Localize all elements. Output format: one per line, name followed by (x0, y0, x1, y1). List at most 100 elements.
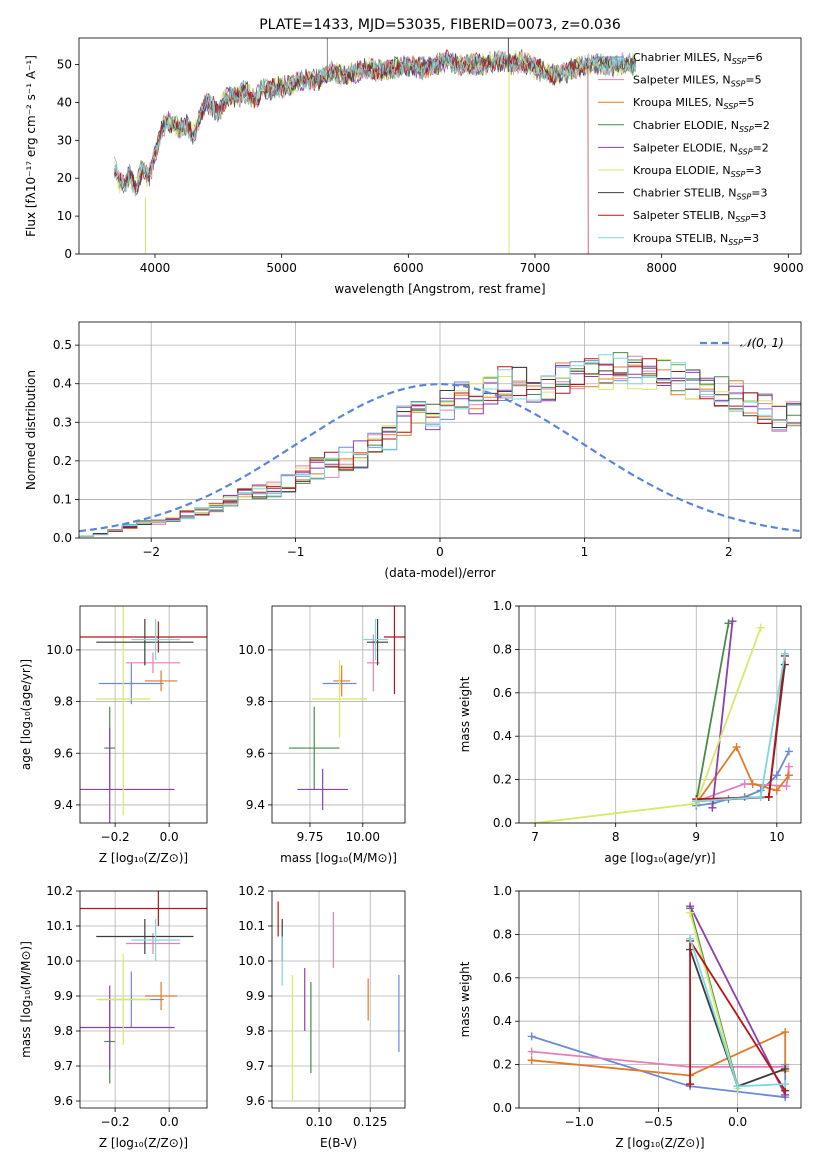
age-mass-frame (271, 605, 406, 824)
y-tick-label: 30 (57, 133, 72, 147)
y-tick-label: 0.6 (493, 971, 512, 985)
mass-Z-axes: −0.2 0.0 9.6 9.7 9.8 9.9 10.0 10.1 10.2 Z [log₁₀(… (19, 884, 207, 1150)
residual-histogram-salpeter-elodie (79, 365, 801, 537)
spectrum-frame (78, 37, 802, 255)
legend-ssp-count: =5 (738, 96, 754, 109)
mass-Z-errorbars (80, 891, 207, 1084)
legend-model-name: Kroupa STELIB, N (633, 232, 728, 245)
legend-ssp-subscript: SSP (728, 238, 743, 247)
y-tick-label: 9.9 (246, 989, 265, 1003)
weight-line-kroupa-elodie (534, 627, 762, 823)
weight-marker (527, 1047, 536, 1056)
y-tick-label: 50 (57, 58, 72, 72)
legend-model-name: Salpeter ELODIE, N (633, 141, 738, 154)
legend-ssp-subscript: SSP (737, 193, 752, 202)
y-tick-label: 10.2 (238, 884, 265, 898)
weight-marker (732, 743, 741, 752)
y-tick-label: 10.2 (46, 884, 73, 898)
x-axis-label: mass [log₁₀(M/M⊙)] (280, 851, 397, 865)
weight-line-chabrier-elodie (695, 623, 730, 802)
legend-model-name: Chabrier STELIB, N (633, 187, 737, 200)
y-axis-label: age [log₁₀(age/yr)] (19, 659, 33, 770)
weight-marker (772, 771, 781, 780)
legend-model-name: Chabrier MILES, N (633, 51, 732, 64)
mw-age-series (531, 617, 793, 823)
x-tick-label: 4000 (140, 261, 171, 275)
y-axis-label: mass weight (458, 676, 472, 752)
y-axis-label: mass weight (458, 961, 472, 1037)
age-mass-axes: 9.75 10.00 9.4 9.6 9.8 10.0 mass [log₁₀(M/M⊙)] (238, 606, 405, 865)
legend-label: Kroupa STELIB, NSSP=3 (633, 232, 759, 247)
weight-marker (728, 617, 737, 626)
y-axis-label: mass [log₁₀(M/M⊙)] (19, 941, 33, 1058)
mw-Z-frame (518, 890, 802, 1109)
legend-label: Chabrier ELODIE, NSSP=2 (633, 119, 770, 134)
panels-layer: 4000 5000 6000 7000 8000 900001020304050wavel… (19, 37, 804, 1150)
y-tick-label: 9.6 (246, 1094, 265, 1108)
weight-marker (708, 803, 717, 812)
spectrum-line-chabrier-stelib (114, 52, 637, 194)
weight-marker (781, 1028, 790, 1037)
legend-label: Salpeter MILES, NSSP=5 (633, 74, 762, 89)
x-tick-label: 9.75 (297, 830, 324, 844)
y-axis-label: Normed distribution (24, 370, 38, 490)
weight-marker (748, 779, 757, 788)
normal-reference-curve (79, 382, 801, 533)
y-tick-label: 9.9 (54, 989, 73, 1003)
legend-ssp-subscript: SSP (731, 80, 746, 89)
x-tick-label: 1 (581, 545, 589, 559)
legend-model-name: Kroupa ELODIE, N (633, 164, 731, 177)
y-tick-label: 0.6 (493, 686, 512, 700)
y-tick-label: 0.5 (53, 338, 72, 352)
y-tick-label: 0.4 (493, 729, 512, 743)
y-tick-label: 0.0 (493, 816, 512, 830)
y-tick-label: 9.8 (54, 1024, 73, 1038)
y-tick-label: 10.0 (46, 954, 73, 968)
weight-line-kroupa-miles (531, 1030, 787, 1077)
residuals-axes: −2 −1 0 1 2 0.0 0.1 0.2 0.3 0.4 0.5 (data-model)/er… (24, 322, 801, 580)
y-tick-label: 1.0 (493, 884, 512, 898)
mw-age-frame (518, 605, 802, 824)
spectrum-axes: 4000 5000 6000 7000 8000 9000 0 10 20 30 40 50 wavel… (24, 55, 804, 296)
y-tick-label: 0 (64, 247, 72, 261)
weight-marker (531, 819, 540, 823)
residual-histogram-kroupa-stelib (79, 354, 801, 537)
y-tick-label: 9.8 (246, 1024, 265, 1038)
x-tick-label: 0.0 (160, 830, 179, 844)
mw-age-axes: 7 8 9 10 0.0 0.2 0.4 0.6 0.8 1.0 age [log₁₀(age/yr… (458, 599, 801, 865)
y-tick-label: 0.2 (493, 773, 512, 787)
legend-model-name: Kroupa MILES, N (633, 96, 723, 109)
legend-label: 𝒩(0, 1) (740, 336, 784, 350)
x-tick-label: 8000 (646, 261, 677, 275)
weight-marker (724, 619, 733, 628)
residual-series (79, 352, 801, 537)
y-tick-label: 0.2 (53, 454, 72, 468)
weight-marker (784, 771, 793, 780)
x-tick-label: 2 (725, 545, 733, 559)
x-axis-label: wavelength [Angstrom, rest frame] (334, 282, 545, 296)
x-axis-label: (data-model)/error (384, 566, 495, 580)
weight-marker (686, 1080, 695, 1089)
x-tick-label: 0.125 (353, 1115, 387, 1129)
legend-ssp-subscript: SSP (732, 57, 747, 66)
mass-ebv-frame (271, 890, 406, 1109)
legend-model-name: Salpeter MILES, N (633, 74, 731, 87)
y-tick-label: 9.6 (54, 1094, 73, 1108)
weight-marker (781, 1064, 790, 1073)
y-tick-label: 9.4 (246, 798, 265, 812)
weight-marker (781, 1080, 790, 1089)
x-tick-label: 10.00 (346, 830, 380, 844)
weight-marker (772, 786, 781, 795)
y-tick-label: 9.8 (54, 695, 73, 709)
mass-Z-frame (79, 890, 208, 1109)
residuals-frame (78, 321, 802, 539)
legend-ssp-count: =6 (746, 51, 762, 64)
weight-marker (740, 779, 749, 788)
legend-label: Chabrier MILES, NSSP=6 (633, 51, 763, 66)
y-tick-label: 10.1 (46, 919, 73, 933)
x-tick-label: 9 (692, 830, 700, 844)
legend-label: Chabrier STELIB, NSSP=3 (633, 187, 767, 202)
y-tick-label: 10 (57, 209, 72, 223)
